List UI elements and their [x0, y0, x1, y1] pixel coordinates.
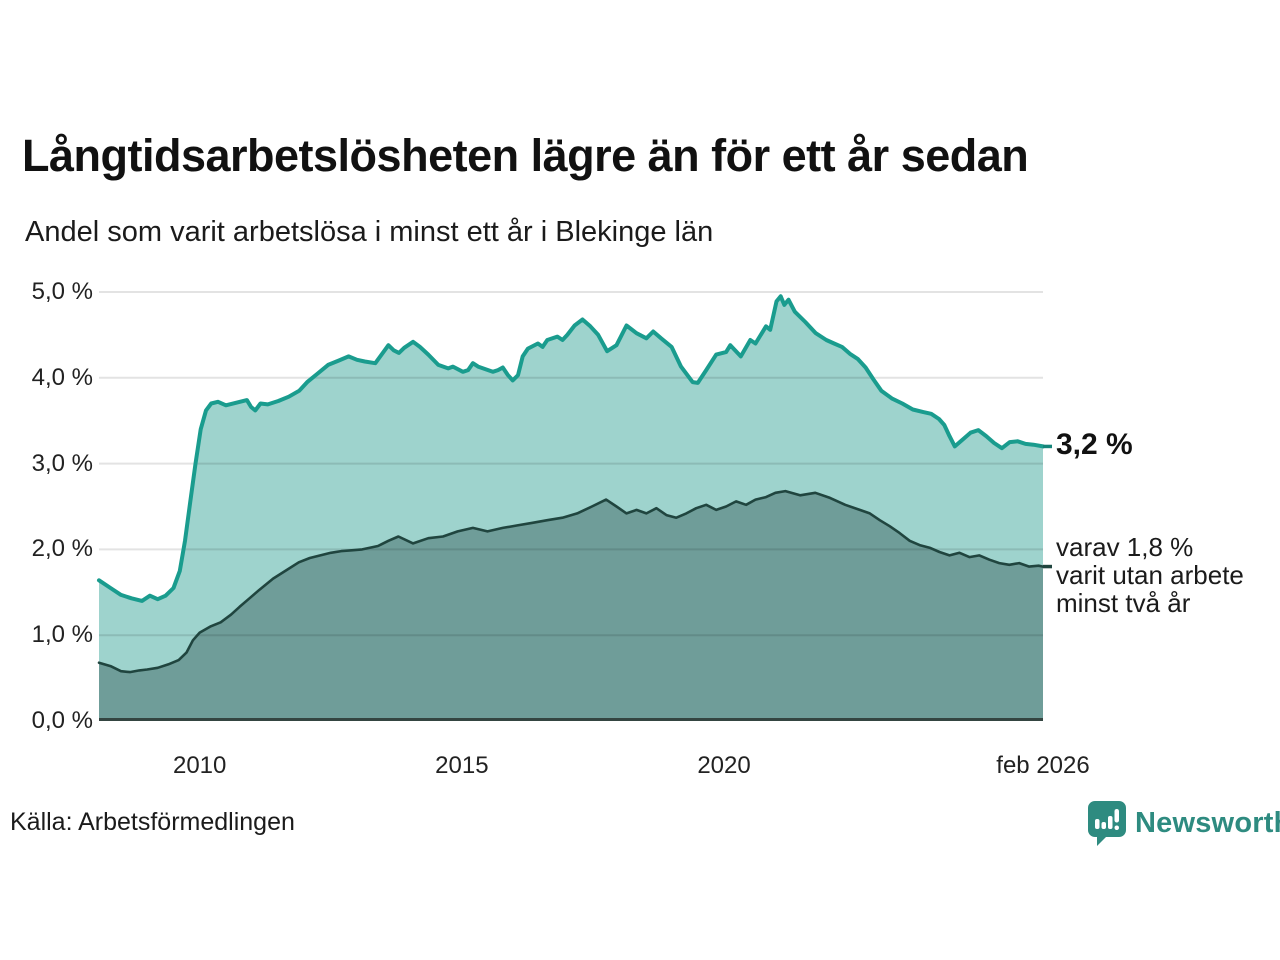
x-tick-label: feb 2026 [996, 752, 1090, 779]
area-chart-plot [97, 291, 1052, 721]
x-tick-label: 2010 [172, 752, 227, 779]
chart-subtitle: Andel som varit arbetslösa i minst ett å… [25, 216, 714, 248]
y-tick-label: 5,0 % [31, 278, 93, 305]
y-tick-label: 4,0 % [31, 363, 93, 391]
sub-series-annotation: varav 1,8 % varit utan arbete minst två … [1056, 532, 1244, 618]
newsworthy-bubble-chart-icon [1087, 800, 1127, 847]
y-tick-label: 2,0 % [31, 535, 93, 563]
chart-title: Långtidsarbetslösheten lägre än för ett … [22, 130, 1029, 181]
newsworthy-brand: Newsworthy [1087, 800, 1280, 847]
y-tick-label: 1,0 % [31, 621, 93, 649]
x-tick-label: 2015 [435, 752, 489, 779]
line-two-year [97, 489, 1045, 674]
line-one-year [97, 294, 1045, 603]
x-tick-label: 2020 [697, 752, 751, 779]
y-tick-label: 3,0 % [31, 449, 93, 477]
latest-value-label: 3,2 % [1056, 428, 1133, 461]
area-two-year [99, 491, 1043, 721]
source-caption: Källa: Arbetsförmedlingen [10, 808, 295, 836]
brand-name: Newsworthy [1135, 807, 1280, 839]
y-tick-label: 0,0 % [31, 707, 93, 734]
